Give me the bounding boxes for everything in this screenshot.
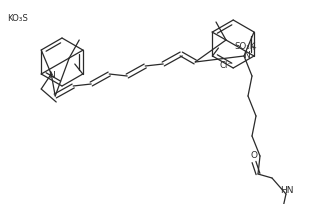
Text: KO₃S: KO₃S	[7, 14, 28, 23]
Text: Cl⁻: Cl⁻	[219, 61, 232, 71]
Text: N: N	[48, 71, 55, 80]
Text: SO₃K: SO₃K	[235, 42, 256, 51]
Text: O: O	[251, 152, 257, 161]
Text: HN: HN	[280, 186, 294, 195]
Text: N: N	[243, 51, 249, 60]
Text: +: +	[250, 45, 256, 51]
